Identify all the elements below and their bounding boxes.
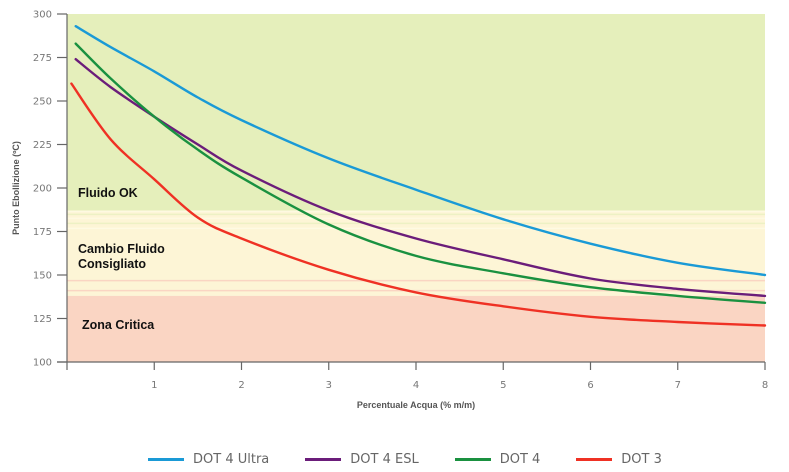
y-tick-label: 200	[33, 184, 52, 195]
legend: DOT 4 Ultra DOT 4 ESL DOT 4 DOT 3	[148, 452, 698, 467]
zone-labels-layer: Fluido OK Cambio Fluido Consigliato Zona…	[78, 186, 165, 332]
zones-layer	[67, 14, 765, 362]
boiling-point-chart: 100 125 150 175 200 225 250 275 300 1 2 3 4 5 6 7 8 Flui…	[11, 10, 768, 411]
legend-item-dot4-ultra[interactable]: DOT 4 Ultra	[148, 452, 269, 467]
series-line-dot-4	[74, 42, 767, 304]
series-layer	[70, 25, 767, 327]
stripe-critical	[67, 293, 765, 296]
y-tick-label: 150	[33, 271, 52, 282]
y-tick-label: 100	[33, 358, 52, 369]
zone-label-cambio-line1: Cambio Fluido	[78, 242, 165, 256]
legend-item-dot3[interactable]: DOT 3	[576, 452, 662, 467]
zone-band-1	[67, 210, 765, 296]
y-tick-label: 275	[33, 53, 52, 64]
legend-label: DOT 4	[499, 452, 541, 467]
zone-label-cambio-line2: Consigliato	[78, 257, 146, 271]
zone-label-zona-critica: Zona Critica	[82, 318, 155, 332]
x-tick-label: 2	[238, 380, 244, 391]
y-tick-label: 225	[33, 140, 52, 151]
stripe-ok	[67, 222, 765, 225]
stripe-ok	[67, 217, 765, 220]
zone-transition-stripes	[67, 210, 765, 296]
x-tick-label: 1	[151, 380, 157, 391]
series-line-dot-4-ultra	[74, 25, 767, 277]
legend-label: DOT 4 ESL	[350, 452, 419, 467]
legend-swatch-dot4-ultra	[148, 458, 184, 461]
y-axis-title: Punto Ebollizione (ºC)	[11, 141, 21, 235]
axes-layer: 100 125 150 175 200 225 250 275 300 1 2 3 4 5 6 7 8	[33, 10, 768, 392]
zone-band-0	[67, 14, 765, 211]
y-tick-label: 175	[33, 227, 52, 238]
x-tick-label: 3	[326, 380, 332, 391]
legend-swatch-dot4-esl	[305, 458, 342, 461]
y-tick-label: 125	[33, 314, 52, 325]
stripe-critical	[67, 289, 765, 292]
x-tick-label: 8	[762, 380, 768, 391]
series-line-dot-3	[70, 82, 767, 327]
x-tick-label: 7	[675, 380, 681, 391]
y-tick-label: 250	[33, 97, 52, 108]
legend-item-dot4[interactable]: DOT 4	[454, 452, 541, 467]
legend-label: DOT 3	[621, 452, 662, 467]
legend-swatch-dot3	[576, 458, 613, 461]
stripe-critical	[67, 279, 765, 282]
x-tick-label: 5	[500, 380, 506, 391]
stripe-ok	[67, 213, 765, 216]
x-tick-label: 4	[413, 380, 419, 391]
x-axis-title: Percentuale Acqua (% m/m)	[357, 400, 475, 410]
stripe-ok	[67, 227, 765, 230]
legend-swatch-dot4	[454, 458, 491, 461]
y-tick-label: 300	[33, 10, 52, 21]
x-tick-label: 6	[587, 380, 593, 391]
zone-label-fluido-ok: Fluido OK	[78, 186, 138, 200]
zone-band-2	[67, 295, 765, 362]
legend-item-dot4-esl[interactable]: DOT 4 ESL	[305, 452, 419, 467]
stripe-ok	[67, 210, 765, 213]
stripe-critical	[67, 284, 765, 287]
stripe-ok-fade	[67, 210, 765, 229]
legend-label: DOT 4 Ultra	[193, 452, 270, 467]
